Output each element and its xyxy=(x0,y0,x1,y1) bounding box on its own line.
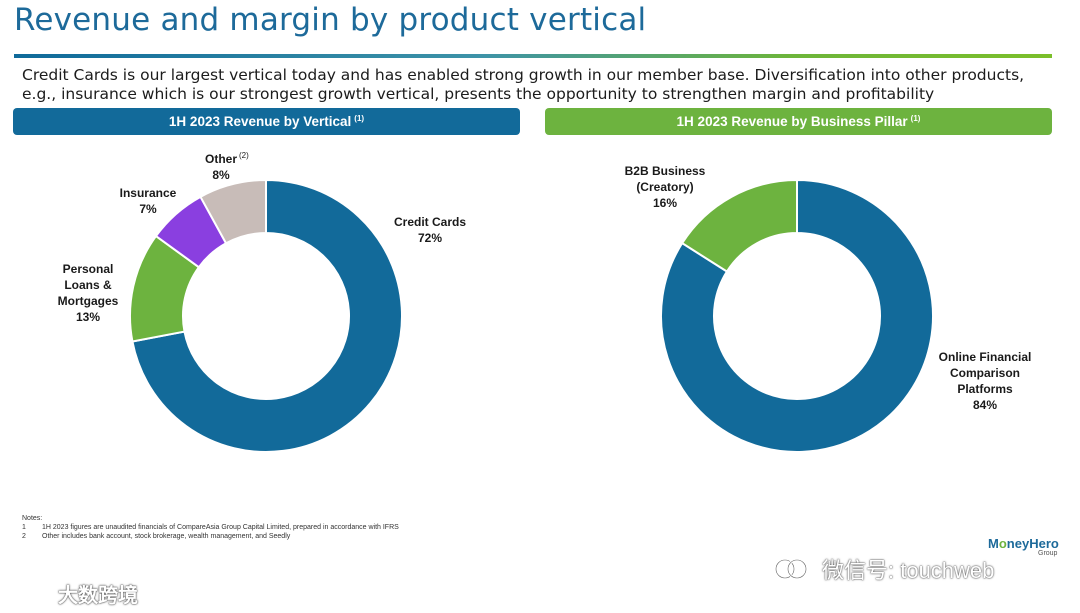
label-b2b-2: (Creatory) xyxy=(636,180,693,194)
pillar-donut-chart xyxy=(660,178,934,453)
vertical-chart-header: 1H 2023 Revenue by Vertical (1) xyxy=(13,108,520,135)
label-online-3: Platforms xyxy=(957,382,1013,396)
footnote-2: 2 Other includes bank account, stock bro… xyxy=(22,532,399,541)
page-title: Revenue and margin by product vertical xyxy=(14,2,647,38)
label-other: Other xyxy=(205,152,237,166)
source-watermark-text: 大数跨境 xyxy=(58,585,138,607)
label-b2b-pct: 16% xyxy=(653,196,677,210)
footnote-1: 1 1H 2023 figures are unaudited financia… xyxy=(22,523,399,532)
source-watermark: 大数跨境 xyxy=(8,579,138,608)
footnote-2-text: Other includes bank account, stock broke… xyxy=(42,533,291,540)
vertical-chart-title-note: (1) xyxy=(354,114,365,123)
footnotes-heading: Notes: xyxy=(22,515,43,522)
logo-text-1: M xyxy=(988,536,999,551)
label-other-note: (2) xyxy=(239,151,249,160)
pillar-chart-title-note: (1) xyxy=(910,114,921,123)
logo-text-2: o xyxy=(998,536,1007,551)
footnotes: Notes: 1 1H 2023 figures are unaudited f… xyxy=(22,514,399,541)
wechat-icon xyxy=(774,558,808,580)
footnote-1-text: 1H 2023 figures are unaudited financials… xyxy=(42,524,399,531)
page-subtitle: Credit Cards is our largest vertical tod… xyxy=(22,66,1062,104)
wechat-id-text: 微信号: touchweb xyxy=(822,558,995,583)
label-online-1: Online Financial xyxy=(939,350,1032,364)
pillar-slice-b2b-business-creatory xyxy=(680,178,798,273)
logo-text-3: neyHero xyxy=(1006,536,1059,551)
pillar-chart-header: 1H 2023 Revenue by Business Pillar (1) xyxy=(545,108,1052,135)
vertical-slice-credit-cards xyxy=(131,178,403,453)
label-personal-loans-3: Mortgages xyxy=(58,294,119,308)
label-insurance-pct: 7% xyxy=(139,202,157,216)
subtitle-line-1: Credit Cards is our largest vertical tod… xyxy=(22,66,1025,84)
pillar-chart-title: 1H 2023 Revenue by Business Pillar xyxy=(676,114,908,129)
logo-subtext: Group xyxy=(1038,550,1058,557)
label-personal-loans-pct: 13% xyxy=(76,310,100,324)
label-credit-cards-pct: 72% xyxy=(418,231,442,245)
label-personal-loans-2: Loans & xyxy=(64,278,112,292)
label-online-pct: 84% xyxy=(973,398,997,412)
wechat-watermark: 微信号: touchweb xyxy=(772,553,994,585)
label-other-pct: 8% xyxy=(212,168,230,182)
moneyhero-logo: MoneyHero Group xyxy=(988,536,1059,557)
title-divider xyxy=(14,54,1052,58)
vertical-chart-title: 1H 2023 Revenue by Vertical xyxy=(168,114,352,129)
vertical-donut-chart xyxy=(129,178,403,453)
label-online-2: Comparison xyxy=(950,366,1020,380)
vertical-slice-other xyxy=(199,178,267,245)
footnote-2-number: 2 xyxy=(22,533,26,540)
subtitle-line-2: e.g., insurance which is our strongest g… xyxy=(22,85,935,103)
label-credit-cards: Credit Cards xyxy=(394,215,466,229)
label-insurance: Insurance xyxy=(120,186,177,200)
label-b2b-1: B2B Business xyxy=(625,164,706,178)
footnote-1-number: 1 xyxy=(22,524,26,531)
pillar-slice-online-financial-comparison-platforms xyxy=(660,178,934,453)
label-personal-loans-1: Personal xyxy=(63,262,114,276)
source-logo-icon xyxy=(9,585,51,602)
